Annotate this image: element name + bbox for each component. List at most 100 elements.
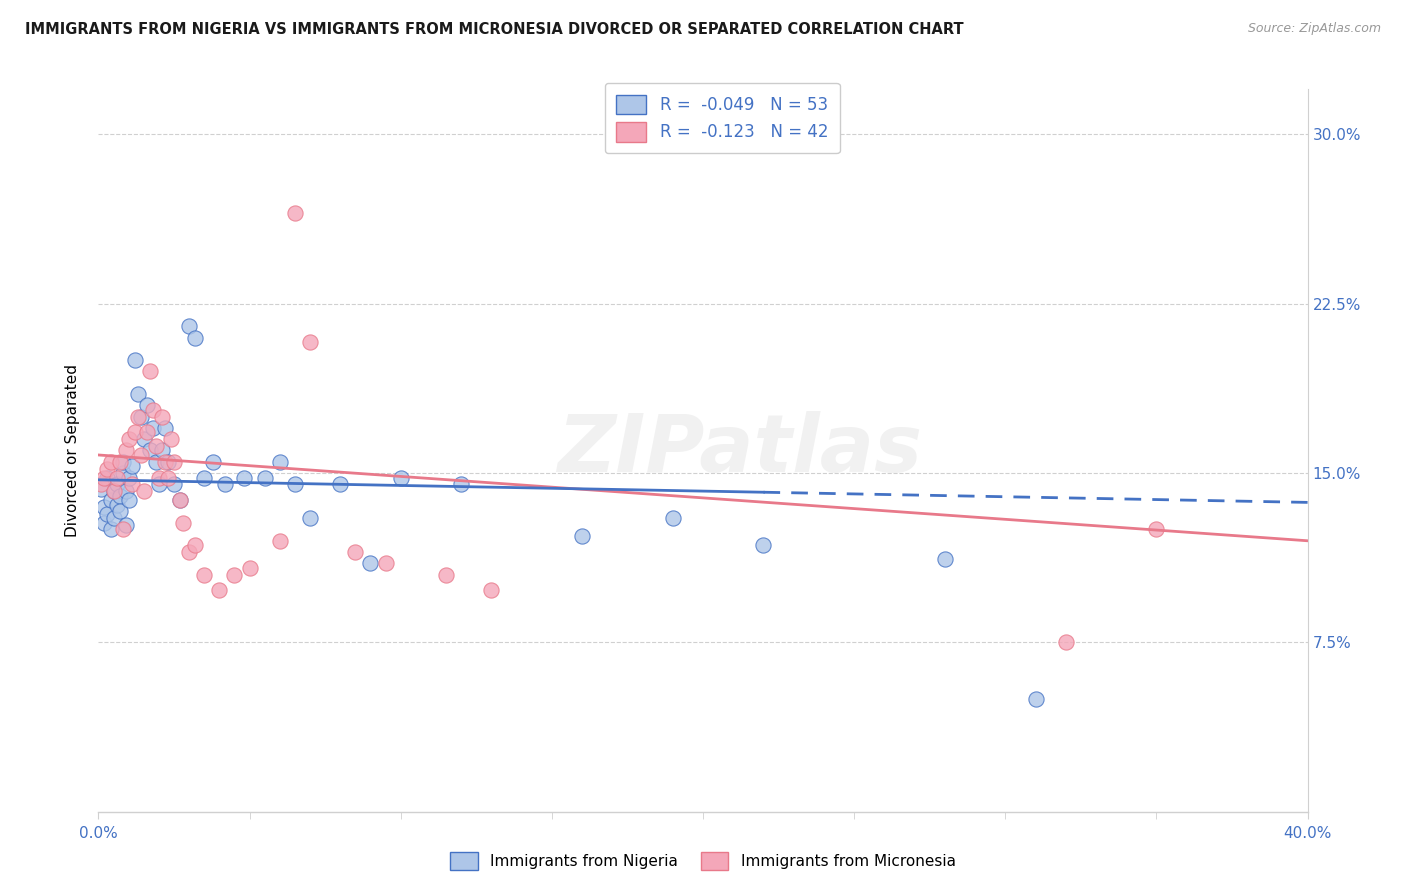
Point: [139, 364, 162, 378]
Point: [284, 477, 307, 491]
Point: [121, 477, 143, 491]
Point: [571, 529, 593, 543]
Y-axis label: Divorced or Separated: Divorced or Separated: [65, 364, 80, 537]
Point: [179, 545, 201, 559]
Point: [105, 470, 128, 484]
Point: [114, 484, 136, 499]
Point: [214, 477, 236, 491]
Point: [142, 402, 165, 417]
Point: [139, 443, 162, 458]
Point: [169, 493, 191, 508]
Point: [118, 470, 141, 484]
Point: [148, 477, 170, 491]
Point: [434, 567, 457, 582]
Point: [105, 477, 128, 491]
Point: [389, 470, 412, 484]
Point: [127, 409, 149, 424]
Text: IMMIGRANTS FROM NIGERIA VS IMMIGRANTS FROM MICRONESIA DIVORCED OR SEPARATED CORR: IMMIGRANTS FROM NIGERIA VS IMMIGRANTS FR…: [25, 22, 965, 37]
Point: [661, 511, 683, 525]
Point: [156, 470, 179, 484]
Point: [114, 443, 136, 458]
Point: [179, 319, 201, 334]
Point: [232, 470, 254, 484]
Point: [118, 493, 141, 508]
Point: [193, 470, 215, 484]
Point: [100, 523, 122, 537]
Point: [193, 567, 215, 582]
Point: [127, 387, 149, 401]
Point: [145, 455, 167, 469]
Point: [145, 439, 167, 453]
Legend: Immigrants from Nigeria, Immigrants from Micronesia: Immigrants from Nigeria, Immigrants from…: [443, 845, 963, 877]
Point: [299, 334, 322, 349]
Point: [752, 538, 775, 552]
Point: [481, 583, 503, 598]
Point: [1054, 635, 1077, 649]
Point: [150, 443, 173, 458]
Point: [374, 557, 396, 571]
Point: [124, 353, 146, 368]
Point: [105, 498, 128, 512]
Point: [269, 455, 291, 469]
Point: [239, 561, 262, 575]
Point: [135, 398, 157, 412]
Point: [129, 409, 152, 424]
Point: [100, 493, 122, 508]
Point: [172, 516, 194, 530]
Point: [96, 507, 118, 521]
Point: [124, 425, 146, 440]
Point: [114, 518, 136, 533]
Point: [103, 511, 125, 525]
Point: [150, 409, 173, 424]
Point: [184, 330, 207, 344]
Point: [299, 511, 322, 525]
Point: [153, 455, 176, 469]
Point: [121, 459, 143, 474]
Point: [111, 523, 134, 537]
Point: [450, 477, 472, 491]
Point: [90, 477, 112, 491]
Point: [184, 538, 207, 552]
Point: [93, 500, 115, 514]
Point: [269, 533, 291, 548]
Point: [163, 455, 186, 469]
Point: [135, 425, 157, 440]
Point: [93, 516, 115, 530]
Point: [329, 477, 352, 491]
Point: [156, 455, 179, 469]
Point: [253, 470, 276, 484]
Point: [96, 461, 118, 475]
Point: [208, 583, 231, 598]
Point: [96, 470, 118, 484]
Point: [111, 466, 134, 480]
Point: [132, 484, 155, 499]
Point: [344, 545, 367, 559]
Point: [118, 432, 141, 446]
Point: [132, 432, 155, 446]
Point: [934, 551, 956, 566]
Point: [142, 421, 165, 435]
Point: [103, 484, 125, 499]
Point: [108, 504, 131, 518]
Point: [108, 489, 131, 503]
Point: [202, 455, 225, 469]
Point: [103, 484, 125, 499]
Point: [163, 477, 186, 491]
Text: Source: ZipAtlas.com: Source: ZipAtlas.com: [1247, 22, 1381, 36]
Point: [148, 470, 170, 484]
Point: [1024, 691, 1046, 706]
Point: [169, 493, 191, 508]
Point: [153, 421, 176, 435]
Point: [93, 470, 115, 484]
Point: [224, 567, 246, 582]
Point: [160, 432, 183, 446]
Text: ZIPatlas: ZIPatlas: [557, 411, 922, 490]
Point: [360, 557, 382, 571]
Point: [111, 455, 134, 469]
Legend: R =  -0.049   N = 53, R =  -0.123   N = 42: R = -0.049 N = 53, R = -0.123 N = 42: [605, 83, 839, 153]
Point: [90, 482, 112, 496]
Point: [129, 448, 152, 462]
Point: [1144, 523, 1167, 537]
Point: [100, 455, 122, 469]
Point: [284, 206, 307, 220]
